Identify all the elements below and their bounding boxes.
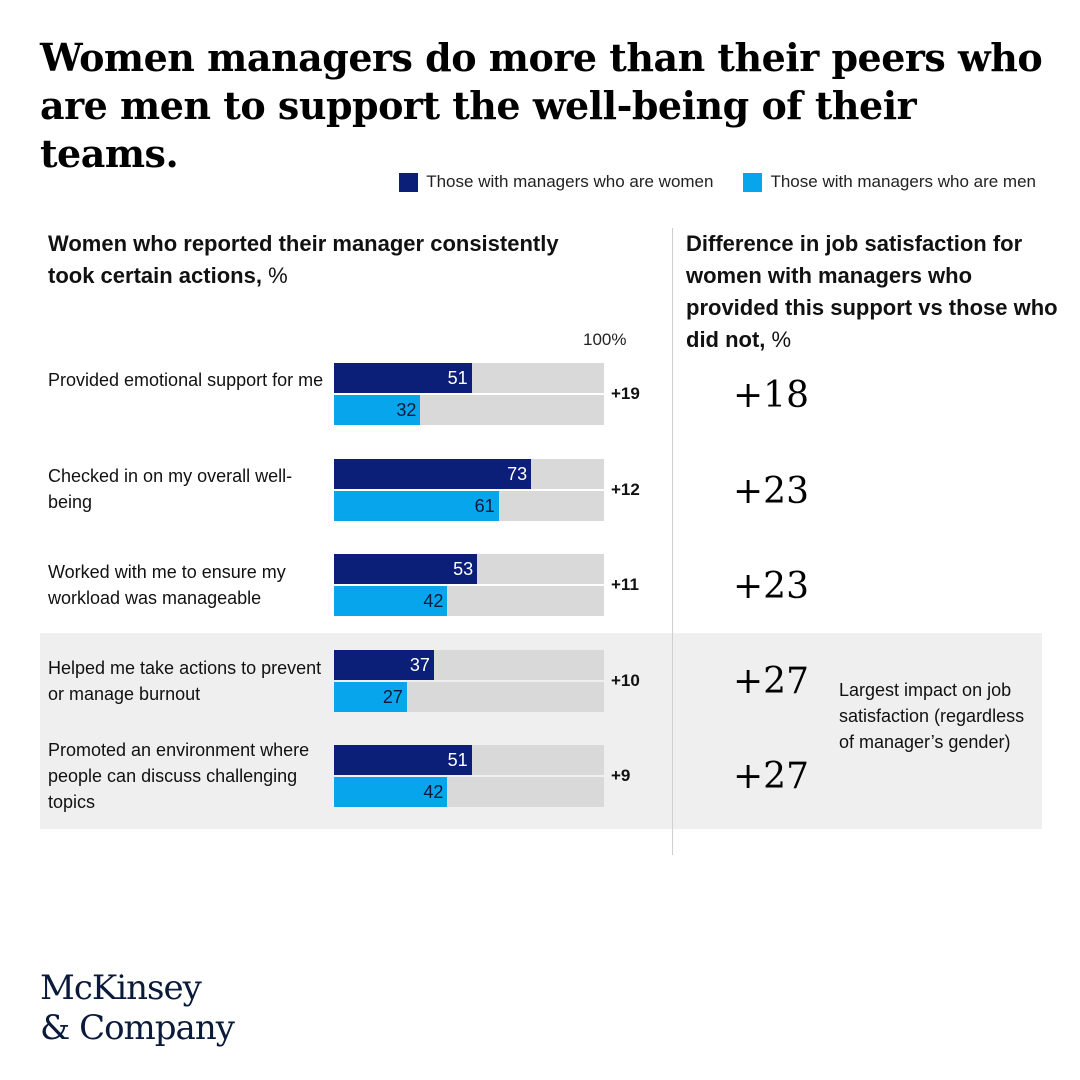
legend-swatch-women [399,172,419,192]
legend: Those with managers who are women Those … [369,172,1036,192]
bar-men: 61 [334,491,499,521]
job-satisfaction-difference: +18 [733,375,809,416]
legend-item-men: Those with managers who are men [743,172,1036,192]
difference-label: +9 [611,766,631,785]
bar-value-label: 53 [453,559,474,579]
legend-label-men: Those with managers who are men [770,172,1036,191]
right-panel-unit: % [771,327,792,352]
left-panel-title: Women who reported their manager consist… [48,228,608,292]
bar-track-women: 51 [334,363,604,393]
bar-men: 32 [334,395,421,425]
bar-value-label: 32 [396,400,417,420]
legend-label-women: Those with managers who are women [426,172,714,191]
bar-track-men: 32 [334,395,604,425]
bar-women: 51 [334,363,472,393]
bar-women: 37 [334,650,434,680]
left-panel-unit: % [268,263,288,288]
difference-label: +10 [611,671,640,690]
bar-track-men: 42 [334,777,604,807]
job-satisfaction-difference: +27 [733,661,809,702]
legend-item-women: Those with managers who are women [399,172,713,192]
bar-men: 42 [334,777,448,807]
bar-value-label: 51 [447,750,468,770]
row-label: Promoted an environment where people can… [48,740,310,812]
panel-divider [672,228,673,855]
legend-swatch-men [743,172,763,192]
bar-value-label: 61 [474,496,495,516]
job-satisfaction-difference: +27 [733,756,809,797]
bar-track-women: 73 [334,459,604,489]
bar-track-women: 53 [334,554,604,584]
bar-track-men: 61 [334,491,604,521]
bar-value-label: 73 [507,464,528,484]
row-label: Helped me take actions to prevent or man… [48,658,322,704]
right-panel-title-text: Difference in job satisfaction for women… [686,231,1058,352]
bar-track-men: 42 [334,586,604,616]
bar-women: 73 [334,459,532,489]
difference-label: +19 [611,384,640,403]
chart-title: Women managers do more than their peers … [40,35,1043,176]
logo-line-2: & Company [40,1008,235,1048]
row-label: Worked with me to ensure my workload was… [48,562,286,608]
bar-men: 27 [334,682,407,712]
difference-label: +12 [611,480,640,499]
bar-value-label: 42 [423,782,444,802]
row-label: Checked in on my overall well-being [48,466,293,512]
difference-label: +11 [611,575,639,594]
bar-track-men: 27 [334,682,604,712]
row-label: Provided emotional support for me [48,370,324,390]
bar-track-women: 37 [334,650,604,680]
job-satisfaction-difference: +23 [733,566,809,607]
logo-line-1: McKinsey [40,968,202,1008]
bar-men: 42 [334,586,448,616]
bar-value-label: 51 [447,368,468,388]
right-panel-title: Difference in job satisfaction for women… [686,228,1066,356]
scale-label: 100% [583,330,627,349]
bar-track-women: 51 [334,745,604,775]
bar-value-label: 42 [423,591,444,611]
largest-impact-note: Largest impact on job satisfaction (rega… [839,680,1025,752]
mckinsey-logo: McKinsey & Company [40,968,235,1048]
left-panel-title-text: Women who reported their manager consist… [48,231,559,288]
bar-women: 51 [334,745,472,775]
job-satisfaction-difference: +23 [733,471,809,512]
bar-value-label: 37 [409,655,430,675]
bar-women: 53 [334,554,478,584]
bar-value-label: 27 [382,687,403,707]
